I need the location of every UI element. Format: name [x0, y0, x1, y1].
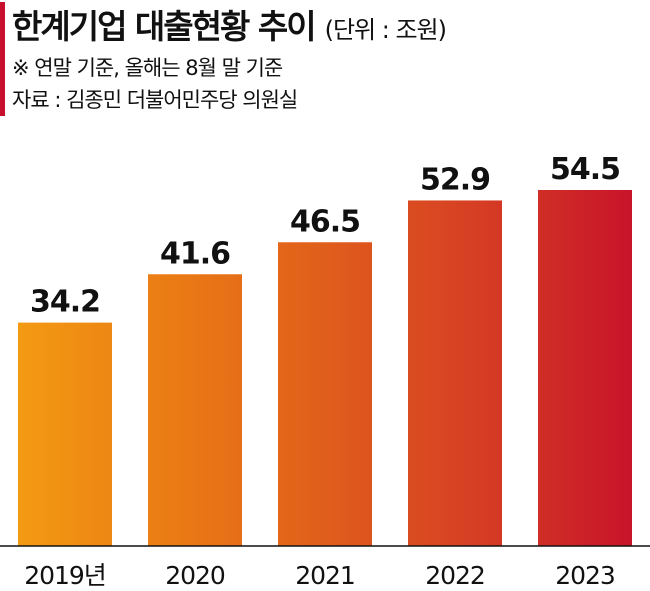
title-line: 한계기업 대출현황 추이 (단위 : 조원): [12, 0, 650, 52]
bar-2022: [408, 200, 502, 547]
value-label: 41.6: [160, 236, 230, 271]
labels-layer: 34.2 2019년 41.6 2020 46.5 2021 52.9 2022 54.5 202…: [24, 152, 621, 590]
x-tick-label: 2022: [425, 561, 485, 590]
value-label: 54.5: [550, 152, 620, 187]
x-tick-label: 2019년: [24, 561, 106, 590]
value-label: 52.9: [420, 162, 490, 197]
bar-2021: [278, 242, 372, 546]
x-tick-label: 2021: [295, 561, 355, 590]
unit-label: (단위 : 조원): [324, 16, 447, 44]
bars-layer: [18, 190, 632, 547]
value-label: 46.5: [290, 204, 360, 239]
bar-2019년: [18, 322, 112, 546]
chart-title: 한계기업 대출현황 추이: [12, 7, 317, 46]
x-tick-label: 2020: [165, 561, 225, 590]
chart-note: ※ 연말 기준, 올해는 8월 말 기준: [12, 56, 283, 80]
title-accent-bar: [0, 2, 5, 116]
x-tick-label: 2023: [555, 561, 615, 590]
bar-2020: [148, 274, 242, 546]
chart-header: 한계기업 대출현황 추이 (단위 : 조원) ※ 연말 기준, 올해는 8월 말…: [12, 0, 650, 116]
chart-source: 자료 : 김종민 더불어민주당 의원실: [12, 88, 298, 112]
bar-2023: [538, 190, 632, 546]
value-label: 34.2: [30, 285, 100, 320]
